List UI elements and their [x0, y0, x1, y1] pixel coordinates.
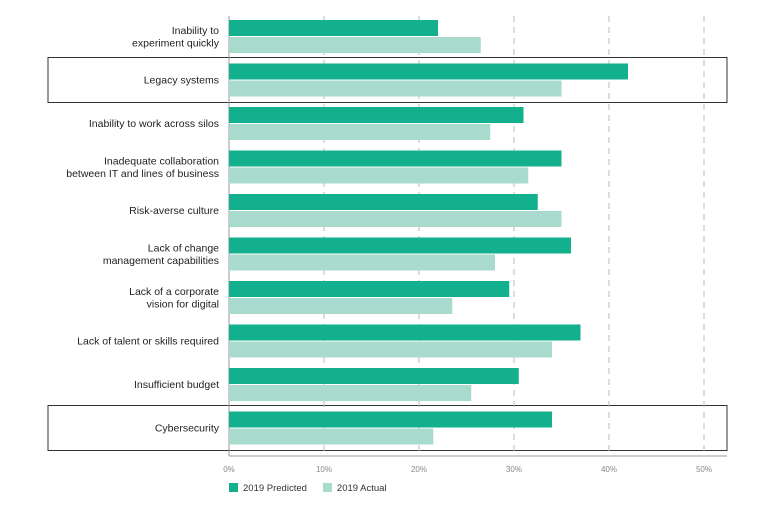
category-label-layer: Inability to experiment quickly Legacy sys… [66, 25, 220, 435]
bar-actual [229, 298, 453, 314]
category-label: Insufficient budget [134, 379, 219, 391]
category-label: Lack of talent or skills required [77, 336, 219, 348]
x-tick-label: 0% [223, 465, 235, 474]
bar-actual [229, 385, 472, 401]
bar-predicted [229, 237, 571, 254]
bar-predicted [229, 281, 510, 297]
category-label: Lack of a corporate vision for digital [129, 286, 219, 311]
category-label: Inadequate collaboration between IT and l… [66, 155, 219, 180]
bar-actual [229, 428, 434, 445]
bar-actual [229, 211, 562, 227]
legend-label: 2019 Actual [337, 483, 387, 494]
legend: 2019 Predicted 2019 Actual [229, 483, 387, 494]
legend-label: 2019 Predicted [243, 483, 307, 494]
x-tick-label: 50% [696, 465, 712, 474]
bar-actual [229, 254, 495, 271]
bar-predicted [229, 107, 524, 123]
highlight-box [47, 57, 728, 103]
x-tick-label: 20% [411, 465, 427, 474]
bar-actual [229, 341, 552, 358]
category-label: Inability to experiment quickly [132, 25, 220, 50]
x-tick-label: 30% [506, 465, 522, 474]
legend-swatch [229, 483, 238, 492]
highlight-box [47, 405, 728, 451]
highlight-layer [47, 57, 728, 451]
bar-layer [229, 20, 628, 445]
legend-swatch [322, 483, 332, 492]
bar-predicted [229, 368, 519, 384]
bar-predicted [229, 63, 628, 80]
category-label: Cybersecurity [155, 423, 220, 435]
bar-actual [229, 124, 491, 140]
category-label: Inability to work across silos [89, 118, 219, 130]
bar-predicted [229, 150, 562, 167]
bar-actual [229, 37, 481, 53]
bar-actual [229, 80, 562, 97]
category-label: Risk-averse culture [129, 205, 219, 217]
tick-layer: 0% 10% 20% 30% 40% 50% [223, 465, 712, 474]
bar-actual [229, 167, 529, 184]
bar-predicted [229, 411, 552, 428]
bar-predicted [229, 20, 438, 36]
bar-predicted [229, 324, 581, 341]
category-label: Lack of change management capabilities [103, 242, 219, 267]
x-tick-label: 40% [601, 465, 617, 474]
category-label: Legacy systems [144, 75, 219, 87]
bar-predicted [229, 194, 538, 210]
x-tick-label: 10% [316, 465, 332, 474]
